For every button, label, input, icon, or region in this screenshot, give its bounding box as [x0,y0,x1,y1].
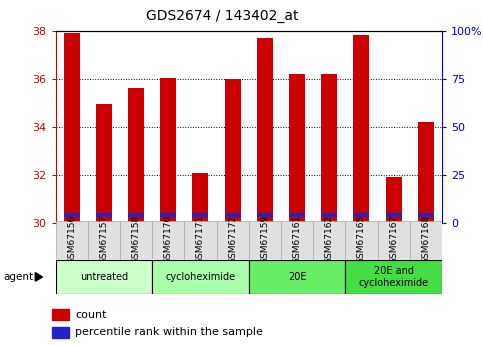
Bar [160,78,176,223]
Text: GSM67157: GSM67157 [99,215,108,265]
Bar [52,309,69,320]
Text: GSM67167: GSM67167 [389,215,398,265]
Text: count: count [75,309,107,319]
Text: GSM67159: GSM67159 [260,215,270,265]
Text: GSM67162: GSM67162 [325,215,334,264]
Bar [289,74,305,223]
Text: 20E: 20E [288,272,306,282]
Bar [52,327,69,338]
Bar [418,122,434,223]
Bar [354,213,369,217]
Bar [225,213,241,217]
Bar [192,213,209,217]
Bar [385,177,402,223]
Bar [321,213,337,217]
Polygon shape [35,273,43,281]
Text: GSM67158: GSM67158 [131,215,141,265]
Bar [281,221,313,260]
Bar [96,213,112,217]
Bar [321,74,337,223]
Bar [410,221,442,260]
Bar [249,221,281,260]
Bar [88,221,120,260]
Bar [152,260,249,294]
Bar [345,260,442,294]
Bar [192,174,209,223]
Bar [313,221,345,260]
Bar [345,221,378,260]
Text: GSM67161: GSM67161 [293,215,301,265]
Bar [128,88,144,223]
Text: GSM67168: GSM67168 [421,215,430,265]
Bar [257,213,273,217]
Bar [418,213,434,217]
Bar [64,33,80,223]
Text: GSM67172: GSM67172 [228,215,237,264]
Bar [378,221,410,260]
Bar [216,221,249,260]
Bar [96,104,112,223]
Text: GSM67171: GSM67171 [196,215,205,265]
Text: GSM67170: GSM67170 [164,215,173,265]
Bar [56,221,88,260]
Text: GSM67156: GSM67156 [67,215,76,265]
Text: percentile rank within the sample: percentile rank within the sample [75,327,263,337]
Bar [289,213,305,217]
Bar [64,213,80,217]
Bar [249,260,345,294]
Text: GDS2674 / 143402_at: GDS2674 / 143402_at [146,9,298,23]
Bar [128,213,144,217]
Text: agent: agent [4,272,34,282]
Bar [257,38,273,223]
Bar [152,221,185,260]
Bar [385,213,402,217]
Bar [185,221,216,260]
Bar [354,34,369,223]
Text: untreated: untreated [80,272,128,282]
Text: GSM67165: GSM67165 [357,215,366,265]
Text: 20E and
cycloheximide: 20E and cycloheximide [358,266,429,288]
Text: cycloheximide: cycloheximide [165,272,236,282]
Bar [160,213,176,217]
Bar [56,260,152,294]
Bar [225,79,241,223]
Bar [120,221,152,260]
